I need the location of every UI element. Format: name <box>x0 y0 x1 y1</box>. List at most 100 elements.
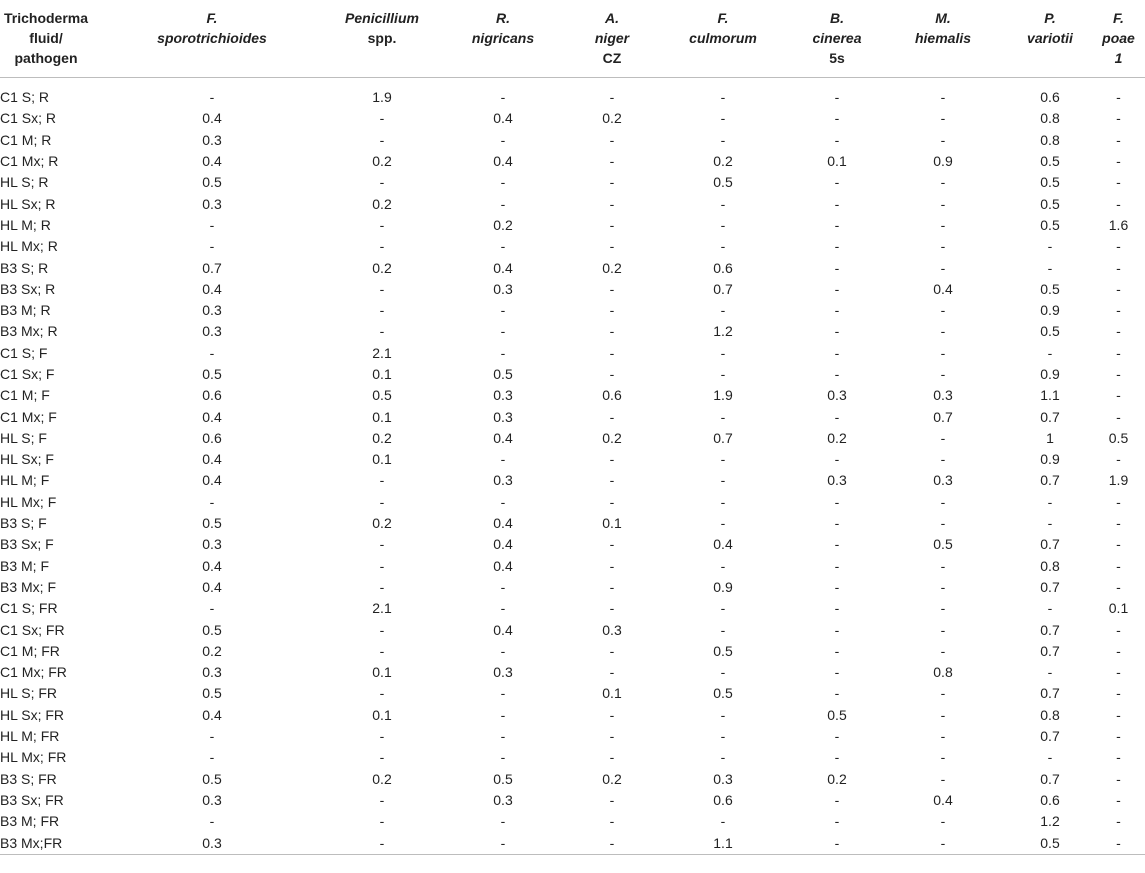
table-cell: 0.6 <box>1040 791 1060 808</box>
row-label: C1 M; R <box>0 131 52 148</box>
table-cell: - <box>609 131 615 148</box>
table-cell: - <box>1116 131 1121 148</box>
table-cell: - <box>834 557 840 574</box>
table-cell: - <box>609 89 615 106</box>
table-cell: - <box>1047 493 1053 510</box>
table-cell: - <box>720 515 726 532</box>
table-cell: 0.3 <box>827 472 847 489</box>
table-cell: 0.5 <box>372 387 392 404</box>
table-cell: - <box>379 791 385 808</box>
row-label: C1 Mx; FR <box>0 664 67 681</box>
table-cell: - <box>834 728 840 745</box>
table-cell: 0.5 <box>1040 216 1060 233</box>
table-cell: 1 <box>1046 429 1054 446</box>
table-cell: - <box>209 813 215 830</box>
table-row: B3 Sx; R 0.4 - 0.3 - 0.7 - 0.4 0.5 - <box>0 279 1145 300</box>
table-cell: - <box>1116 408 1121 425</box>
table-cell: - <box>609 344 615 361</box>
table-cell: 0.3 <box>493 280 513 297</box>
table-cell: - <box>500 174 506 191</box>
table-cell: - <box>834 280 840 297</box>
table-cell: 1.2 <box>713 323 733 340</box>
table-cell: 0.2 <box>602 429 622 446</box>
table-cell: - <box>609 536 615 553</box>
table-cell: - <box>609 238 615 255</box>
table-row: C1 S; R - 1.9 - - - - - 0.6 - <box>0 87 1145 108</box>
table-cell: 0.7 <box>1040 728 1060 745</box>
table-cell: - <box>500 578 506 595</box>
table-cell: 0.9 <box>1040 302 1060 319</box>
table-cell: 0.5 <box>1040 195 1060 212</box>
row-label: B3 Sx; FR <box>0 791 64 808</box>
column-header-text: 1 <box>1114 50 1123 66</box>
table-cell: - <box>940 131 946 148</box>
column-header-pathogen: R. nigricans <box>432 0 574 78</box>
table-cell: 0.9 <box>933 153 953 170</box>
row-label: C1 Sx; F <box>0 366 55 382</box>
table-cell: - <box>940 429 946 446</box>
table-cell: 0.7 <box>713 280 733 297</box>
table-cell: - <box>500 195 506 212</box>
table-cell: - <box>1116 791 1121 808</box>
row-label: C1 Mx; F <box>0 408 57 425</box>
table-cell: - <box>940 621 946 638</box>
column-header-text: B. <box>830 10 844 26</box>
table-cell: 0.7 <box>1040 472 1060 489</box>
table-cell: - <box>379 642 385 659</box>
table-cell: - <box>720 600 726 617</box>
table-cell: - <box>609 791 615 808</box>
table-cell: - <box>720 621 726 638</box>
table-cell: - <box>834 749 840 766</box>
table-cell: - <box>720 89 726 106</box>
column-header-text: fluid/ <box>29 30 63 46</box>
table-cell: - <box>834 451 840 468</box>
table-cell: 0.6 <box>202 387 222 404</box>
table-cell: 0.3 <box>493 387 513 404</box>
column-header-text: poae <box>1102 30 1135 46</box>
table-cell: 0.5 <box>202 685 222 702</box>
table-cell: 0.2 <box>602 770 622 787</box>
table-cell: - <box>209 344 215 361</box>
table-cell: - <box>940 323 946 340</box>
table-cell: 0.3 <box>202 664 222 681</box>
table-cell: - <box>1116 685 1121 702</box>
table-cell: 0.5 <box>713 642 733 659</box>
table-cell: - <box>209 728 215 745</box>
table-cell: - <box>720 451 726 468</box>
column-header-text: variotii <box>1027 30 1073 46</box>
table-cell: - <box>1116 302 1121 319</box>
table-cell: 0.5 <box>1040 153 1060 170</box>
table-cell: 0.3 <box>202 323 222 340</box>
table-cell: 0.4 <box>493 110 513 127</box>
table-cell: - <box>940 344 946 361</box>
table-cell: 0.1 <box>372 706 392 723</box>
table-cell: - <box>1092 832 1145 855</box>
table-cell: 0.7 <box>1040 536 1060 553</box>
table-cell: - <box>834 323 840 340</box>
table-cell: - <box>379 302 385 319</box>
table-cell: 0.3 <box>602 621 622 638</box>
row-label: HL Mx; F <box>0 493 57 510</box>
table-cell: - <box>574 832 650 855</box>
table-cell: - <box>379 578 385 595</box>
table-cell: 0.9 <box>1040 366 1060 382</box>
table-cell: - <box>720 302 726 319</box>
table-cell: - <box>1116 238 1121 255</box>
table-cell: - <box>720 749 726 766</box>
table-cell: - <box>379 110 385 127</box>
table-row: HL M; FR - - - - - - - 0.7 - <box>0 726 1145 747</box>
table-cell: - <box>609 749 615 766</box>
row-label: HL S; F <box>0 429 47 446</box>
table-cell: - <box>379 493 385 510</box>
table-cell: - <box>1047 515 1053 532</box>
row-label: B3 Mx; F <box>0 578 57 595</box>
table-cell: 0.7 <box>933 408 953 425</box>
column-header-text: Trichoderma <box>3 10 89 26</box>
table-cell: - <box>379 131 385 148</box>
table-cell: 0.2 <box>713 153 733 170</box>
table-cell: - <box>940 642 946 659</box>
table-cell: - <box>379 238 385 255</box>
table-cell: 0.5 <box>713 174 733 191</box>
table-cell: - <box>940 216 946 233</box>
table-cell: - <box>209 238 215 255</box>
